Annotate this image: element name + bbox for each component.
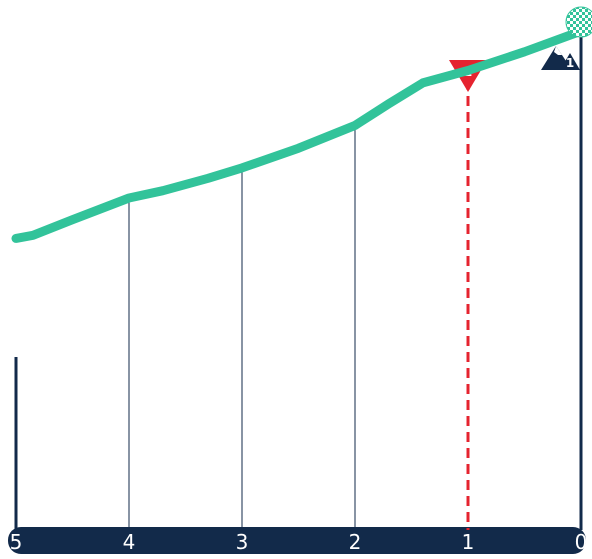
km-marker-layer: 1 (449, 60, 487, 530)
x-tick-label: 3 (236, 530, 249, 554)
x-tick-label: 2 (349, 530, 362, 554)
mountain-category-icon: 1 (541, 46, 580, 70)
km-guide-lines (128, 125, 356, 530)
x-tick-label: 1 (462, 530, 475, 554)
x-tick-labels: 5 4 3 2 1 0 (10, 530, 588, 554)
elevation-profile-line (11, 26, 586, 243)
x-tick-label: 4 (123, 530, 136, 554)
climb-category-label: 1 (566, 56, 574, 70)
x-tick-label: 0 (575, 530, 588, 554)
x-tick-label: 5 (10, 530, 23, 554)
profile-layer (11, 26, 586, 243)
checkered-flag-icon (565, 6, 592, 38)
x-axis-bar (8, 527, 586, 554)
